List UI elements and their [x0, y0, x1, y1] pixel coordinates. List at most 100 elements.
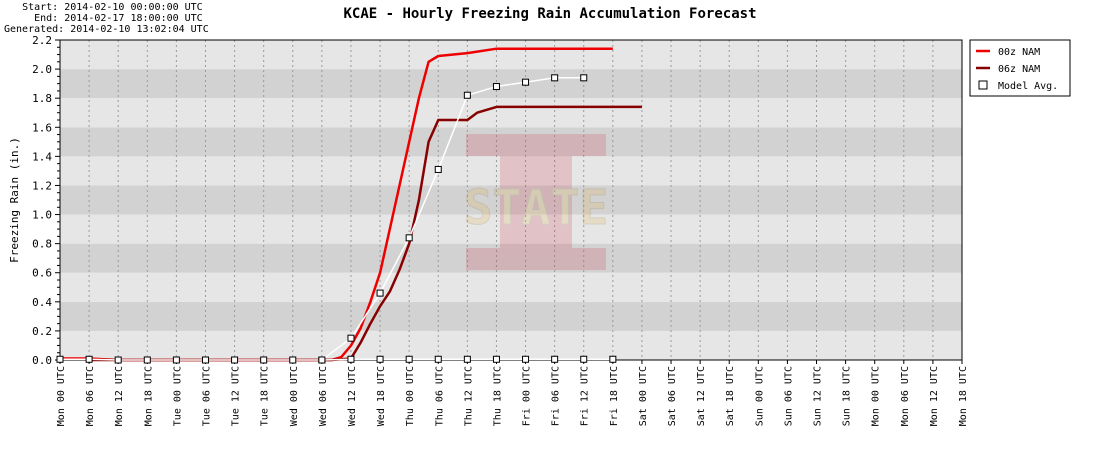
end-label: End: [34, 13, 59, 24]
model-avg-point [609, 355, 617, 363]
model-avg-point [405, 355, 413, 363]
model-avg-point [551, 355, 559, 363]
legend-swatch [978, 80, 988, 90]
x-tick-label: Mon 06 UTC [900, 366, 911, 426]
model-avg-point [522, 355, 530, 363]
x-tick-label: Sun 18 UTC [842, 366, 853, 426]
x-tick-label: Mon 18 UTC [143, 366, 154, 426]
plot-band [60, 214, 962, 244]
y-tick-label: 1.0 [32, 209, 52, 222]
model-avg-point [85, 355, 93, 363]
model-avg-point [463, 91, 471, 99]
model-avg-point [376, 355, 384, 363]
x-tick-label: Sun 00 UTC [754, 366, 765, 426]
model-avg-point [492, 355, 500, 363]
x-tick-label: Fri 18 UTC [609, 366, 620, 426]
y-tick-label: 0.4 [32, 296, 52, 309]
y-tick-label: 1.6 [32, 121, 52, 134]
model-avg-point [580, 74, 588, 82]
x-tick-label: Sat 18 UTC [725, 366, 736, 426]
plot-band [60, 243, 962, 273]
y-tick-label: 0.6 [32, 267, 52, 280]
y-axis-label: Freezing Rain (in.) [8, 137, 21, 263]
x-tick-label: Fri 12 UTC [580, 366, 591, 426]
x-tick-label: Sat 06 UTC [667, 366, 678, 426]
legend: 00z NAM 06z NAM Model Avg. [969, 39, 1071, 97]
model-avg-point [405, 234, 413, 242]
plot-band [60, 40, 962, 70]
x-tick-label: Thu 12 UTC [463, 366, 474, 426]
model-avg-point [318, 356, 326, 364]
generated-row: Generated: 2014-02-10 13:02:04 UTC [4, 24, 209, 35]
x-tick-label: Tue 00 UTC [172, 366, 183, 426]
model-avg-point [172, 356, 180, 364]
plot-band [60, 301, 962, 331]
x-tick-label: Wed 18 UTC [376, 366, 387, 426]
model-avg-point [114, 356, 122, 364]
x-tick-label: Thu 06 UTC [434, 366, 445, 426]
model-avg-point [551, 74, 559, 82]
series-layer [56, 47, 642, 364]
x-tick-label: Wed 00 UTC [289, 366, 300, 426]
model-avg-point [289, 356, 297, 364]
x-tick-label: Sat 00 UTC [638, 366, 649, 426]
model-avg-point [376, 289, 384, 297]
plot-band [60, 127, 962, 157]
generated-value: 2014-02-10 13:02:04 UTC [70, 24, 209, 35]
end-row: End: 2014-02-17 18:00:00 UTC [4, 13, 209, 24]
x-tick-label: Tue 06 UTC [201, 366, 212, 426]
y-tick-label: 2.2 [32, 34, 52, 47]
plot-band [60, 330, 962, 360]
plot-band [60, 272, 962, 302]
x-tick-label: Mon 00 UTC [871, 366, 882, 426]
series-line-model-avg--2 [60, 358, 613, 361]
model-avg-point [347, 355, 355, 363]
model-avg-point [434, 355, 442, 363]
model-avg-point [143, 356, 151, 364]
y-tick-labels: 0.0 0.2 0.4 0.6 0.8 1.0 1.2 1.4 1.6 1.8 2.0 2.2 [32, 34, 52, 367]
start-row: Start: 2014-02-10 00:00:00 UTC [4, 2, 209, 13]
legend-label: 00z NAM [998, 47, 1040, 58]
legend-label: Model Avg. [998, 81, 1058, 92]
y-tick-label: 0.2 [32, 325, 52, 338]
model-avg-point [347, 334, 355, 342]
model-avg-point [260, 356, 268, 364]
chart-title: KCAE - Hourly Freezing Rain Accumulation… [343, 6, 757, 22]
x-tick-label: Wed 06 UTC [318, 366, 329, 426]
generated-label: Generated: [4, 24, 65, 35]
x-tick-label: Sun 12 UTC [813, 366, 824, 426]
x-tick-label: Mon 12 UTC [114, 366, 125, 426]
plot-band [60, 185, 962, 215]
model-avg-point [231, 356, 239, 364]
legend-label: 06z NAM [998, 64, 1040, 75]
isu-logo-watermark: STATE [463, 134, 609, 270]
x-tick-label: Thu 18 UTC [492, 366, 503, 426]
start-value: 2014-02-10 00:00:00 UTC [64, 2, 203, 13]
x-tick-label: Thu 00 UTC [405, 366, 416, 426]
y-tick-label: 1.2 [32, 179, 52, 192]
plot-bands [60, 40, 962, 360]
model-avg-point [522, 78, 530, 86]
model-avg-point [463, 355, 471, 363]
model-avg-point [580, 355, 588, 363]
x-tick-label: Wed 12 UTC [347, 366, 358, 426]
x-tick-label: Mon 06 UTC [85, 366, 96, 426]
model-avg-point [434, 165, 442, 173]
model-avg-point [56, 355, 64, 363]
end-value: 2014-02-17 18:00:00 UTC [64, 13, 203, 24]
y-tick-label: 0.8 [32, 238, 52, 251]
y-tick-label: 0.0 [32, 354, 52, 367]
x-tick-label: Mon 12 UTC [929, 366, 940, 426]
y-tick-label: 1.4 [32, 150, 52, 163]
start-label: Start: [22, 2, 59, 13]
series-line-model-avg--3 [321, 77, 584, 361]
y-tick-label: 1.8 [32, 92, 52, 105]
x-tick-label: Tue 12 UTC [231, 366, 242, 426]
x-tick-label: Mon 00 UTC [56, 366, 67, 426]
x-tick-label: Tue 18 UTC [260, 366, 271, 426]
x-tick-label: Mon 18 UTC [958, 366, 969, 426]
model-avg-point [201, 356, 209, 364]
x-tick-label: Sat 12 UTC [696, 366, 707, 426]
x-tick-label: Fri 00 UTC [522, 366, 533, 426]
